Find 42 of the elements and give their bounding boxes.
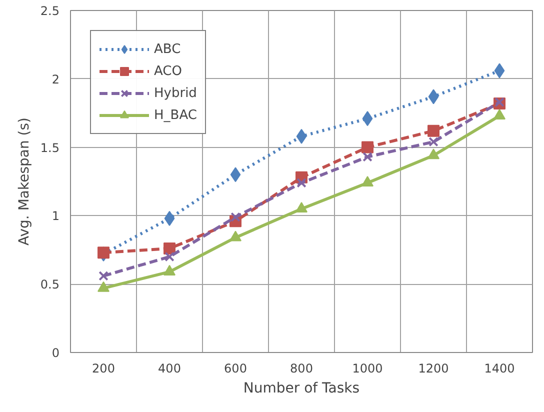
- x-tick-label: 200: [92, 362, 115, 376]
- point: [98, 281, 110, 292]
- point: [362, 141, 374, 154]
- point: [164, 242, 176, 255]
- y-axis-title: Avg. Makespan (s): [16, 117, 32, 246]
- x-tick-label: 1200: [418, 362, 449, 376]
- y-tick-label: 2.5: [40, 4, 60, 18]
- point: [296, 202, 308, 213]
- legend-label: H_BAC: [154, 108, 197, 122]
- point: [362, 176, 374, 187]
- point: [98, 246, 110, 259]
- x-tick-label: 400: [158, 362, 181, 376]
- legend-label: Hybrid: [154, 86, 197, 100]
- point: [428, 89, 439, 104]
- x-axis-title: Number of Tasks: [243, 380, 360, 396]
- point: [164, 252, 174, 262]
- y-tick-label: 0.5: [40, 278, 60, 292]
- point: [494, 97, 504, 108]
- y-tick-label: 2: [52, 72, 60, 86]
- y-tick-label: 1.5: [40, 140, 60, 155]
- point: [296, 178, 306, 188]
- point: [98, 271, 108, 281]
- y-tick-label: 0: [52, 346, 60, 360]
- x-tick-label: 1400: [484, 362, 515, 376]
- x-tick-label: 1000: [352, 362, 383, 376]
- point: [494, 63, 505, 78]
- point: [230, 167, 241, 182]
- point: [428, 136, 438, 147]
- legend-label: ABC: [154, 42, 181, 56]
- point: [164, 264, 176, 276]
- point: [428, 148, 440, 160]
- point: [362, 152, 372, 162]
- point: [230, 212, 240, 222]
- y-tick-label: 1: [52, 209, 60, 224]
- point: [428, 124, 440, 137]
- x-tick-label: 600: [224, 362, 247, 376]
- point: [362, 111, 373, 126]
- point: [296, 128, 307, 144]
- x-tick-label: 800: [290, 362, 313, 376]
- legend-label: ACO: [154, 64, 182, 78]
- point: [230, 230, 242, 242]
- point: [164, 210, 175, 226]
